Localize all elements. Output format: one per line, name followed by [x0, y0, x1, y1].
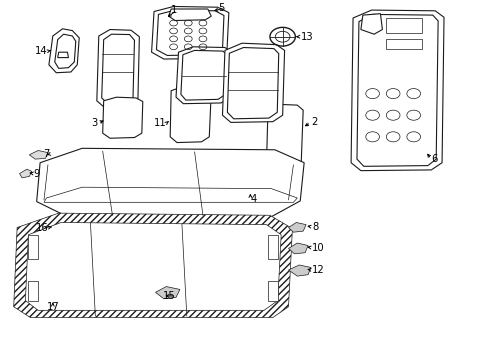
Polygon shape: [49, 29, 79, 73]
Polygon shape: [360, 14, 382, 34]
Polygon shape: [176, 47, 232, 104]
Text: 11: 11: [153, 118, 166, 128]
Polygon shape: [98, 237, 112, 244]
Text: 1: 1: [170, 5, 177, 15]
Polygon shape: [25, 222, 281, 310]
Text: 5: 5: [218, 3, 224, 13]
Polygon shape: [46, 230, 58, 235]
Text: 16: 16: [36, 222, 49, 233]
Polygon shape: [58, 52, 68, 58]
Polygon shape: [29, 150, 48, 159]
Text: 3: 3: [91, 118, 98, 128]
Polygon shape: [267, 281, 277, 301]
Polygon shape: [102, 34, 134, 104]
Text: 4: 4: [250, 194, 256, 204]
Polygon shape: [14, 213, 292, 318]
Polygon shape: [37, 148, 304, 217]
Polygon shape: [20, 169, 32, 178]
Polygon shape: [350, 10, 443, 171]
Text: 15: 15: [163, 291, 176, 301]
Polygon shape: [181, 50, 227, 100]
Text: 8: 8: [311, 222, 318, 232]
Polygon shape: [156, 10, 224, 55]
Text: 7: 7: [43, 149, 50, 159]
Polygon shape: [168, 9, 211, 21]
Polygon shape: [288, 222, 305, 232]
Bar: [386, 18, 421, 33]
Polygon shape: [267, 235, 277, 259]
Polygon shape: [44, 187, 297, 202]
Polygon shape: [102, 97, 142, 138]
Text: 9: 9: [33, 168, 40, 179]
Text: 6: 6: [430, 154, 437, 164]
Polygon shape: [28, 281, 38, 301]
Polygon shape: [227, 48, 278, 119]
Polygon shape: [356, 14, 437, 166]
Text: 2: 2: [310, 117, 317, 127]
Polygon shape: [151, 6, 228, 59]
Text: 13: 13: [300, 32, 313, 42]
Polygon shape: [222, 43, 284, 122]
Bar: [386, 39, 421, 49]
Polygon shape: [170, 86, 211, 143]
Polygon shape: [97, 30, 139, 108]
Polygon shape: [71, 233, 84, 240]
Text: 14: 14: [35, 46, 48, 56]
Text: 12: 12: [311, 265, 324, 275]
Polygon shape: [288, 243, 307, 254]
Polygon shape: [288, 265, 310, 276]
Polygon shape: [55, 34, 76, 68]
Text: 17: 17: [46, 302, 59, 312]
Polygon shape: [28, 235, 38, 259]
Polygon shape: [155, 287, 180, 299]
Polygon shape: [266, 104, 303, 169]
Text: 10: 10: [311, 243, 324, 253]
